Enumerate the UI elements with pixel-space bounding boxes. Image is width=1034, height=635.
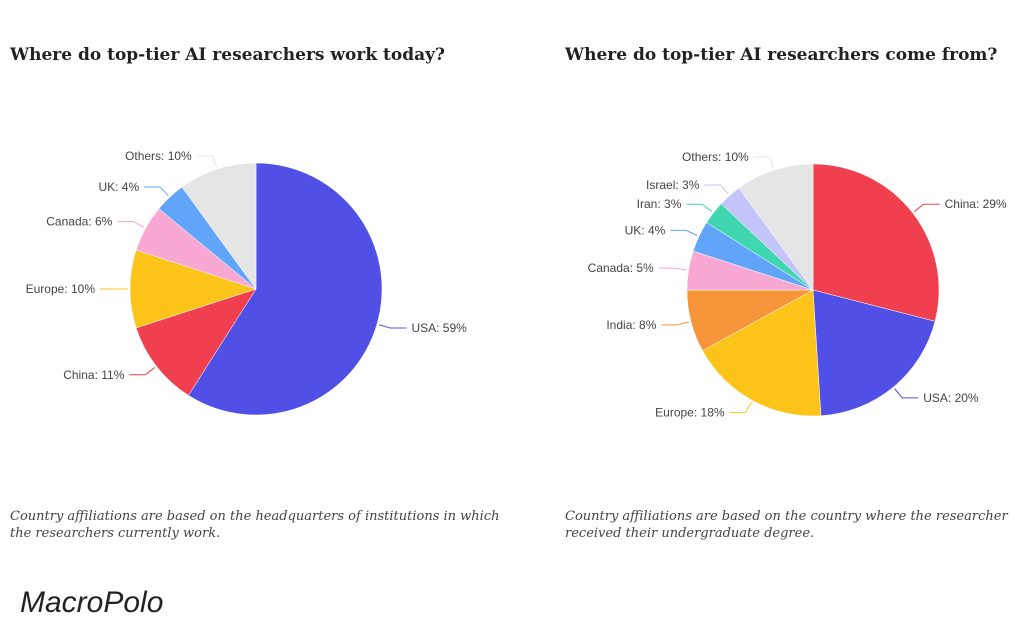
leader-line-usa — [894, 388, 919, 399]
chart-title: Where do top-tier AI researchers come fr… — [565, 45, 998, 65]
source-credit: MacroPolo — [20, 586, 164, 619]
leader-line-israel — [704, 184, 729, 195]
slice-label-uk: UK: 4% — [625, 223, 666, 237]
leader-line-usa — [378, 324, 407, 329]
slice-label-usa: USA: 59% — [411, 321, 467, 335]
pie-slice-others — [181, 162, 257, 290]
chart-title: Where do top-tier AI researchers work to… — [10, 45, 445, 65]
pie-slice-china — [812, 163, 940, 322]
slice-label-canada: Canada: 5% — [588, 261, 654, 275]
pie-slice-china — [135, 288, 257, 396]
slice-label-europe: Europe: 10% — [26, 282, 96, 296]
slice-label-india: India: 8% — [606, 318, 656, 332]
slice-label-china: China: 11% — [63, 368, 124, 382]
pie-chart-work: USA: 59% China: 11% Europe: 10% Canada: 6% U… — [26, 149, 467, 416]
pie-slice-usa — [812, 289, 936, 417]
slice-label-others: Others: 10% — [125, 149, 192, 163]
leader-line-china — [913, 203, 940, 212]
slice-label-canada: Canada: 6% — [46, 215, 112, 229]
leader-line-iran — [686, 203, 713, 212]
pie-slice-europe — [129, 249, 257, 329]
slice-label-iran: Iran: 3% — [637, 197, 682, 211]
leader-line-uk — [144, 186, 169, 197]
slice-label-uk: UK: 4% — [98, 180, 139, 194]
leader-line-india — [661, 321, 690, 326]
leader-line-europe — [729, 401, 752, 414]
slice-label-europe: Europe: 18% — [655, 406, 725, 420]
pie-slice-others — [738, 163, 814, 291]
chart-panel-origin: Where do top-tier AI researchers come fr… — [517, 0, 1034, 560]
leader-line-others — [753, 156, 774, 169]
leader-line-canada — [658, 267, 687, 271]
slice-label-usa: USA: 20% — [923, 391, 979, 405]
chart-footnote: Country affiliations are based on the co… — [565, 509, 1008, 541]
pie-chart-origin: China: 29% USA: 20% Europe: 18% India: 8% Ca… — [588, 150, 1007, 420]
leader-line-others — [196, 155, 217, 168]
slice-label-china: China: 29% — [945, 197, 1007, 211]
leader-line-uk — [670, 229, 698, 236]
slice-label-israel: Israel: 3% — [646, 178, 700, 192]
pie-slice-europe — [702, 289, 822, 417]
chart-panel-work: Where do top-tier AI researchers work to… — [0, 0, 517, 560]
slice-label-others: Others: 10% — [682, 150, 749, 164]
leader-line-china — [129, 367, 156, 376]
leader-line-canada — [117, 221, 145, 228]
pie-slice-usa — [188, 162, 383, 416]
chart-footnote: Country affiliations are based on the he… — [10, 509, 500, 541]
